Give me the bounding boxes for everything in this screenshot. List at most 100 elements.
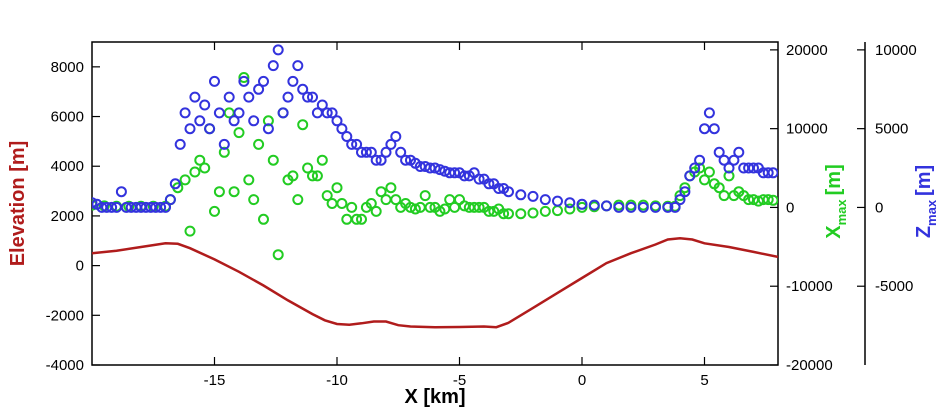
zmax-point xyxy=(213,107,225,119)
zmax-point xyxy=(699,123,710,135)
zmax-point xyxy=(258,75,269,87)
xmax-point xyxy=(209,205,220,217)
xmax-point xyxy=(307,170,318,182)
x-tick-label: 5 xyxy=(700,372,708,389)
left-y-tick-label: 2000 xyxy=(51,208,84,225)
zmax-point xyxy=(106,201,118,213)
x-tick-label: 0 xyxy=(578,372,586,389)
xmax-point xyxy=(552,205,563,217)
xmax-point xyxy=(679,182,691,194)
zmax-label-sub: max xyxy=(924,199,939,226)
zmax-point xyxy=(439,165,451,177)
xmax-point xyxy=(297,119,309,131)
inner-right-y-tick-label: 10000 xyxy=(786,121,828,138)
xmax-point xyxy=(515,208,527,220)
zmax-point xyxy=(155,201,167,213)
zmax-point xyxy=(365,146,377,158)
xmax-point xyxy=(473,201,485,213)
xmax-point xyxy=(762,194,774,206)
xmax-point xyxy=(336,198,348,209)
zmax-point xyxy=(194,115,206,127)
series-layer xyxy=(92,44,778,329)
xmax-point xyxy=(199,162,211,174)
zmax-point xyxy=(689,162,701,174)
xmax-point xyxy=(713,182,725,194)
zmax-point xyxy=(199,99,211,111)
zmax-point xyxy=(483,178,495,190)
xmax-point xyxy=(539,205,551,217)
zmax-point xyxy=(204,123,216,135)
zmax-point xyxy=(419,161,431,172)
zmax-point xyxy=(380,146,392,158)
zmax-point xyxy=(527,190,539,202)
outer-right-y-tick-label: 10000 xyxy=(875,42,917,59)
xmax-point xyxy=(356,213,367,225)
zmax-point xyxy=(115,186,127,198)
xmax-point xyxy=(331,182,343,194)
left-y-axis-title: Elevation [m] xyxy=(7,141,29,267)
zmax-point xyxy=(160,201,171,213)
zmax-point xyxy=(674,194,686,206)
zmax-point xyxy=(331,115,343,127)
xmax-point xyxy=(262,115,274,127)
zmax-point xyxy=(282,91,294,103)
xmax-point xyxy=(326,198,338,209)
xmax-point xyxy=(449,201,461,213)
left-y-tick-label: -2000 xyxy=(46,307,84,324)
zmax-point xyxy=(223,91,235,103)
xmax-point xyxy=(243,174,255,186)
xmax-point xyxy=(564,203,576,215)
zmax-point xyxy=(164,194,176,206)
x-tick-label: -5 xyxy=(453,372,466,389)
xmax-point xyxy=(179,174,191,186)
outer-right-y-axis-title: Zmax [m] xyxy=(913,165,939,238)
zmax-point xyxy=(762,167,774,179)
elevation-line xyxy=(92,237,778,329)
xmax-point xyxy=(272,249,284,261)
axis-layer: -15 -10 -5 0 5X [km]-4000-200002000400060008… xyxy=(7,42,939,408)
zmax-point xyxy=(588,199,600,211)
xmax-point xyxy=(385,182,397,194)
zmax-point xyxy=(262,123,274,135)
zmax-point xyxy=(321,107,333,119)
zmax-point xyxy=(395,146,407,158)
zmax-point xyxy=(184,123,196,135)
zmax-point xyxy=(238,75,250,87)
zmax-point xyxy=(539,194,551,206)
xmax-point xyxy=(267,154,279,166)
xmax-point xyxy=(194,154,206,166)
inner-right-y-axis-title: Xmax [m] xyxy=(823,164,849,238)
zmax-point xyxy=(174,138,186,150)
zmax-point xyxy=(515,189,527,201)
xmax-label-main: X xyxy=(823,225,845,239)
xmax-point xyxy=(380,194,392,206)
xmax-point xyxy=(365,198,377,209)
xmax-point xyxy=(483,205,495,217)
xmax-point xyxy=(375,186,387,198)
zmax-point xyxy=(336,123,348,135)
left-y-tick-label: 4000 xyxy=(51,158,84,175)
xmax-point xyxy=(351,213,363,225)
zmax-point xyxy=(503,186,514,198)
zmax-point xyxy=(493,183,505,194)
zmax-point xyxy=(564,197,576,209)
zmax-point xyxy=(708,123,720,135)
zmax-point xyxy=(473,173,485,185)
xmax-point xyxy=(370,205,382,217)
zmax-label-main: Z xyxy=(913,226,935,238)
zmax-point xyxy=(326,107,338,119)
xmax-point xyxy=(390,194,402,206)
zmax-point xyxy=(703,107,715,119)
zmax-point xyxy=(209,75,220,87)
zmax-point xyxy=(346,138,358,150)
zmax-point xyxy=(179,107,191,119)
xmax-point xyxy=(718,190,730,202)
xmax-point xyxy=(292,194,304,206)
xmax-point xyxy=(341,213,353,225)
xmax-point xyxy=(439,203,451,215)
xmax-point xyxy=(321,190,333,202)
zmax-point xyxy=(723,162,735,174)
zmax-point xyxy=(228,115,240,127)
zmax-point xyxy=(248,115,260,127)
